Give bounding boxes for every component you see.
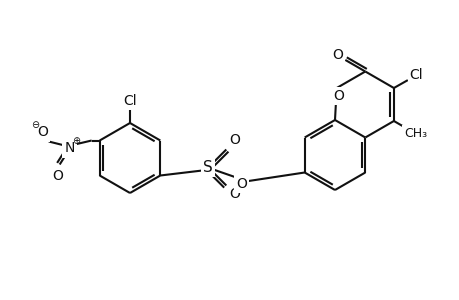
Text: O: O	[333, 89, 343, 103]
Text: O: O	[37, 125, 48, 140]
Text: O: O	[235, 176, 246, 190]
Text: N: N	[64, 142, 75, 155]
Text: S: S	[203, 160, 213, 175]
Text: O: O	[331, 48, 342, 62]
Text: O: O	[229, 134, 239, 148]
Text: O: O	[52, 169, 63, 182]
Text: CH₃: CH₃	[403, 127, 426, 140]
Text: Cl: Cl	[409, 68, 422, 82]
Text: O: O	[229, 188, 239, 202]
Text: ⊖: ⊖	[31, 119, 39, 130]
Text: ⊕: ⊕	[72, 136, 79, 146]
Text: Cl: Cl	[123, 94, 136, 108]
